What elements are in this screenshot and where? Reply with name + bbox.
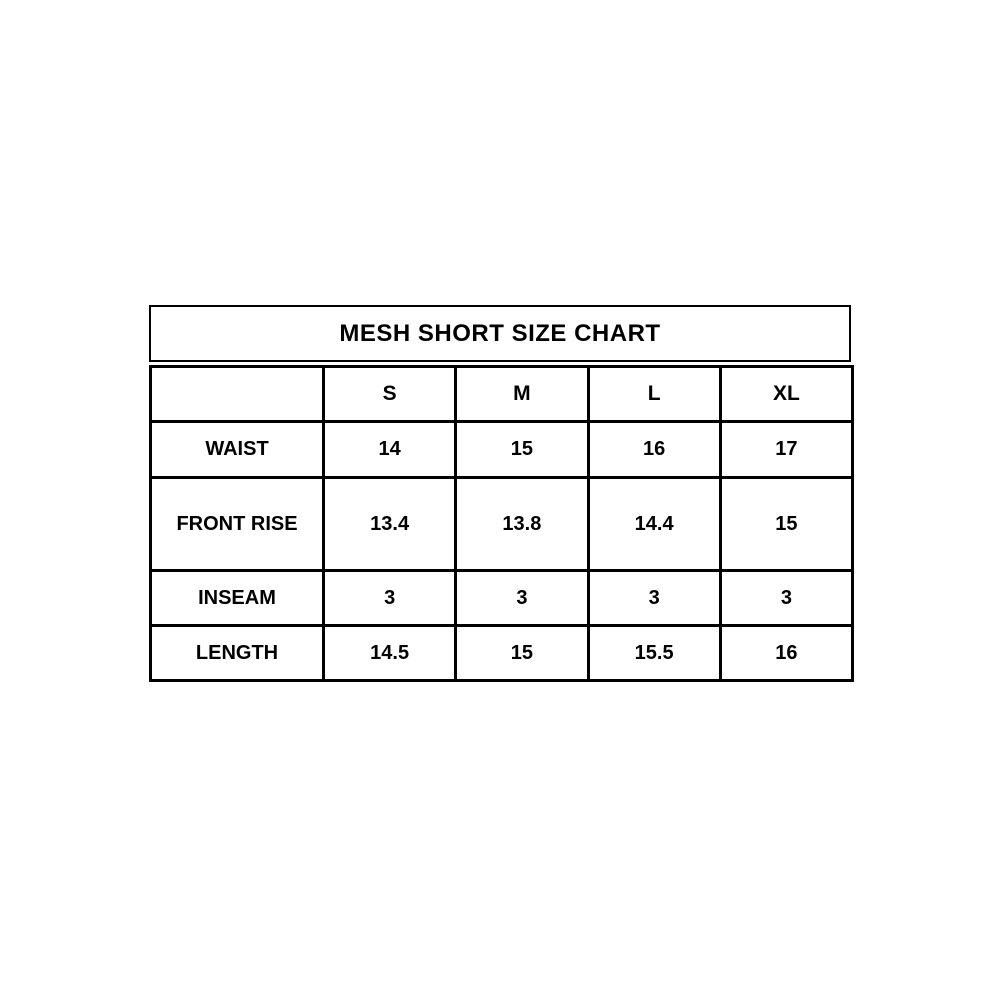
cell-value: 14.4 [586,476,722,572]
cell-value: 13.8 [454,476,590,572]
table-row-front-rise: FRONT RISE 13.4 13.8 14.4 15 [149,476,855,572]
cell-value: 13.4 [321,476,458,572]
cell-value: 15 [454,420,590,479]
cell-value: 3 [321,569,458,627]
cell-value: 16 [586,420,722,479]
row-label-waist: WAIST [149,420,325,479]
header-cell-empty [149,365,325,423]
cell-value: 3 [454,569,590,627]
column-header-l: L [586,365,722,423]
cell-value: 14 [321,420,458,479]
table-row-waist: WAIST 14 15 16 17 [149,420,855,479]
column-header-m: M [454,365,590,423]
row-label-front-rise: FRONT RISE [149,476,325,572]
size-chart: MESH SHORT SIZE CHART S M L XL WAI [149,305,855,682]
table-row-inseam: INSEAM 3 3 3 3 [149,569,855,627]
cell-value: 3 [718,569,855,627]
size-chart-title: MESH SHORT SIZE CHART [339,319,661,347]
cell-value: 15 [718,476,855,572]
table-row-length: LENGTH 14.5 15 15.5 16 [149,624,855,682]
row-label-inseam: INSEAM [149,569,325,627]
cell-value: 16 [718,624,855,682]
cell-value: 15 [454,624,590,682]
size-chart-table: S M L XL WAIST 14 15 16 17 FRONT RISE 13… [149,365,855,682]
cell-value: 3 [586,569,722,627]
size-chart-title-box: MESH SHORT SIZE CHART [149,305,851,362]
row-label-length: LENGTH [149,624,325,682]
column-header-s: S [321,365,458,423]
header-row: S M L XL [149,365,855,423]
cell-value: 15.5 [586,624,722,682]
column-header-xl: XL [718,365,855,423]
cell-value: 14.5 [321,624,458,682]
cell-value: 17 [718,420,855,479]
